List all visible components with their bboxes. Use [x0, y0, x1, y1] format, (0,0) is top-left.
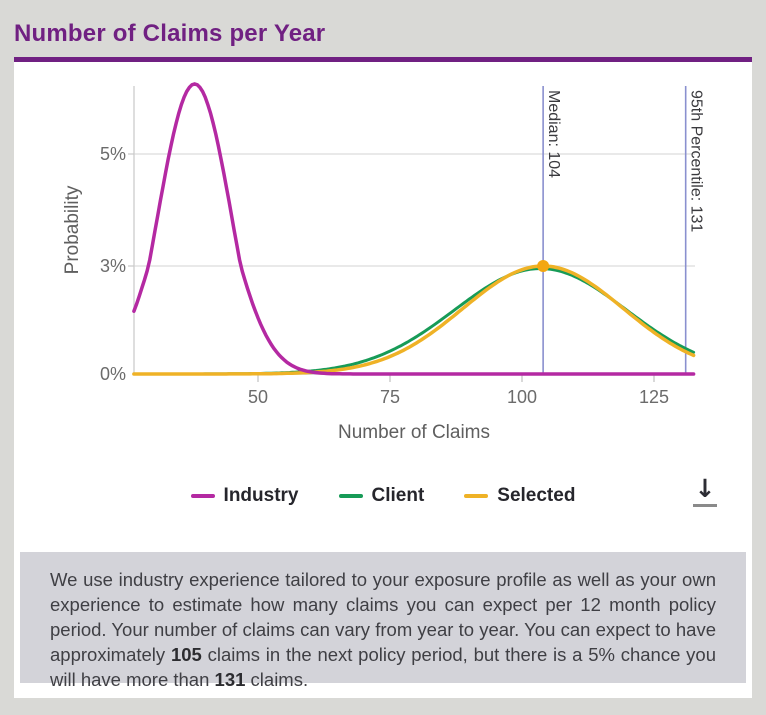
- y-tick-label-0: 0%: [100, 364, 126, 384]
- y-tick-label-3: 3%: [100, 256, 126, 276]
- title-rule: [14, 57, 752, 62]
- median-point-dot: [537, 260, 550, 272]
- explanation-part-3: claims.: [245, 669, 309, 690]
- x-tick-label-100: 100: [507, 387, 537, 407]
- y-tick-label-5: 5%: [100, 144, 126, 164]
- axis-labels: 0% 3% 5% 50 75 100 125 Number of Claims …: [62, 144, 669, 443]
- distribution-curves: [132, 82, 696, 376]
- download-icon: ↓: [694, 473, 716, 503]
- legend-item-client[interactable]: Client: [338, 485, 425, 507]
- x-tick-label-125: 125: [639, 387, 669, 407]
- median-point: [537, 260, 550, 272]
- marker-lines: Median: 104 95th Percentile: 131: [542, 86, 705, 375]
- chart-legend: Industry Client Selected: [14, 476, 752, 516]
- download-chart-button[interactable]: ↓: [688, 470, 722, 514]
- y-axis-title: Probability: [62, 185, 83, 274]
- legend-item-selected[interactable]: Selected: [464, 485, 575, 507]
- explanation-part-2: claims in the next policy period, but th…: [50, 644, 716, 690]
- explanation-box: We use industry experience tailored to y…: [20, 552, 746, 690]
- legend-item-industry[interactable]: Industry: [190, 485, 299, 507]
- industry-curve: [132, 82, 696, 376]
- x-tick-label-75: 75: [380, 387, 400, 407]
- x-axis-title: Number of Claims: [338, 422, 490, 443]
- chart-card: 0% 3% 5% 50 75 100 125 Number of Claims …: [14, 62, 752, 698]
- client-swatch-icon: [338, 494, 363, 498]
- p95-label: 95th Percentile: 131: [688, 90, 705, 232]
- axes: [128, 86, 655, 382]
- explanation-text: We use industry experience tailored to y…: [50, 567, 716, 692]
- selected-curve: [132, 264, 696, 376]
- median-label: Median: 104: [545, 90, 562, 178]
- client-curve: [132, 266, 696, 376]
- x-tick-label-50: 50: [248, 387, 268, 407]
- download-icon-bar: [693, 503, 717, 507]
- legend-label-selected: Selected: [497, 485, 576, 506]
- p95-claims-value: 131: [214, 669, 246, 690]
- gridlines: [134, 153, 695, 375]
- explanation-part-1: We use industry experience tailored to y…: [50, 569, 716, 665]
- industry-swatch-icon: [190, 494, 215, 498]
- page-title: Number of Claims per Year: [14, 20, 326, 47]
- selected-swatch-icon: [464, 494, 489, 498]
- claims-distribution-chart: 0% 3% 5% 50 75 100 125 Number of Claims …: [62, 82, 705, 443]
- legend-label-industry: Industry: [223, 485, 299, 506]
- expected-claims-value: 105: [170, 644, 202, 665]
- legend-label-client: Client: [371, 485, 425, 506]
